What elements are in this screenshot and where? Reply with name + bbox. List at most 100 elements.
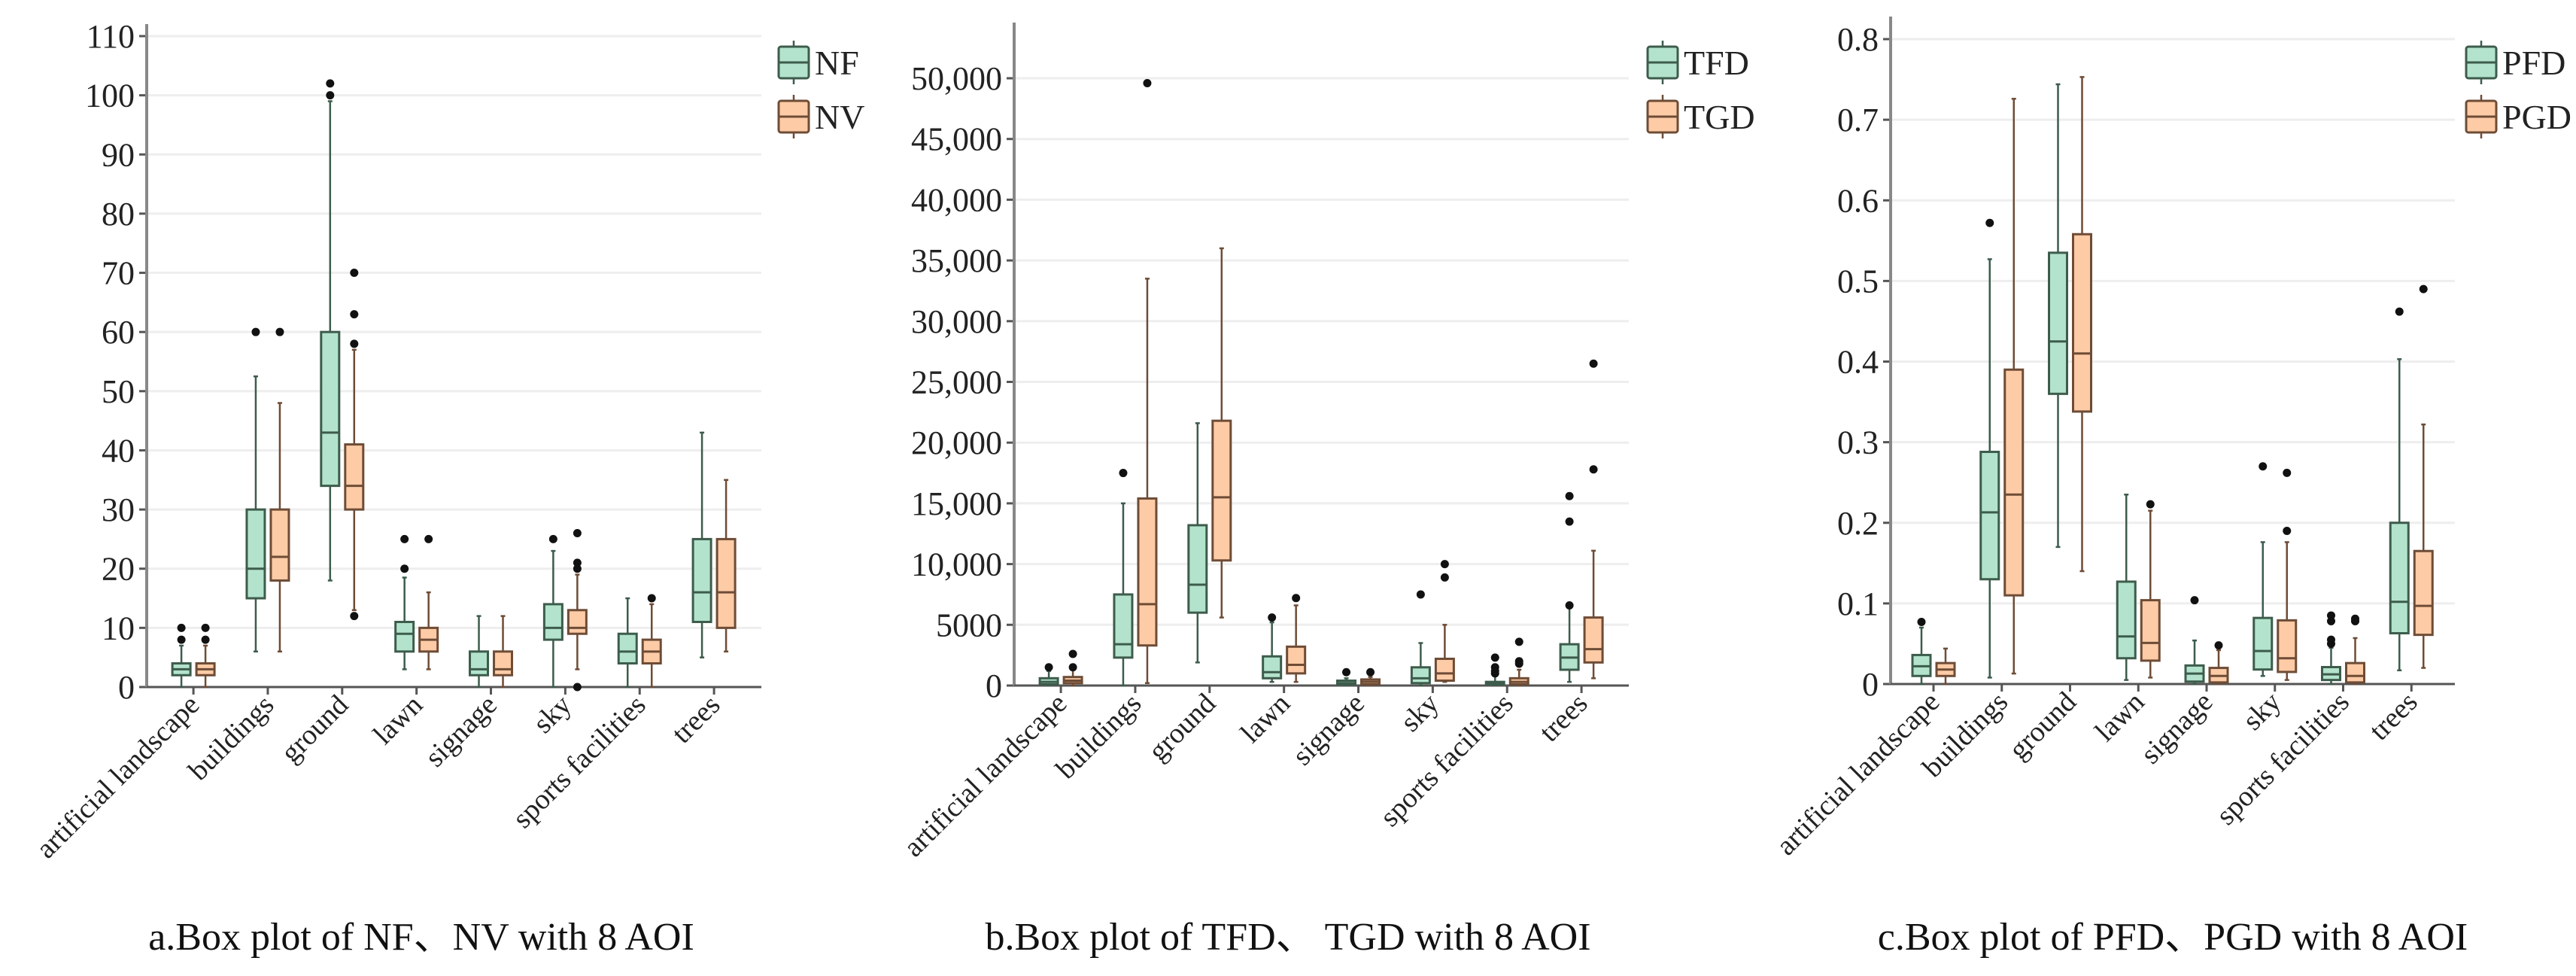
x-tick-label: lawn — [1235, 688, 1296, 749]
outlier-point — [1440, 573, 1449, 582]
outlier-point — [1985, 218, 1994, 227]
box-tgd — [1137, 78, 1158, 685]
outlier-point — [1490, 653, 1499, 662]
x-tick-label: trees — [666, 689, 726, 749]
outlier-point — [201, 623, 210, 632]
box-nv — [493, 615, 514, 689]
box-iqr — [2345, 661, 2365, 684]
box-nv — [715, 479, 737, 653]
box-nf — [617, 597, 638, 689]
outlier-point — [1440, 560, 1449, 569]
outlier-point — [548, 534, 557, 543]
x-tick-label: trees — [1533, 688, 1593, 748]
legend-label: TGD — [1684, 98, 1755, 136]
box-nf — [691, 431, 712, 658]
x-tick-label: signage — [419, 689, 503, 774]
outlier-point — [2327, 635, 2335, 644]
outlier-point — [1268, 613, 1277, 622]
outlier-point — [201, 635, 210, 644]
outlier-point — [400, 534, 409, 543]
outlier-point — [2419, 284, 2428, 293]
y-tick-label: 100 — [85, 78, 135, 114]
outlier-point — [1565, 491, 1574, 500]
box-iqr — [493, 650, 514, 677]
outlier-point — [1565, 517, 1574, 526]
box-iqr — [1113, 593, 1134, 659]
box-iqr — [1979, 450, 2000, 581]
box-pfd — [2389, 307, 2410, 672]
box-nf — [171, 623, 192, 689]
x-tick-label: trees — [2363, 686, 2423, 746]
outlier-point — [1589, 359, 1598, 368]
y-tick-label: 45,000 — [911, 121, 1002, 158]
x-tick-label: signage — [2135, 686, 2219, 771]
outlier-point — [2283, 526, 2292, 535]
box-tfd — [1038, 663, 1059, 687]
y-tick-label: 30,000 — [911, 303, 1002, 340]
x-tick-label: lawn — [367, 689, 429, 751]
box-nv — [195, 623, 216, 689]
box-tfd — [1262, 613, 1283, 683]
box-iqr — [1583, 616, 1604, 664]
y-tick-label: 60 — [102, 314, 135, 351]
y-tick-label: 40,000 — [911, 181, 1002, 218]
outlier-point — [1490, 663, 1499, 672]
legend-item-nv: NV — [777, 95, 864, 138]
outlier-point — [573, 558, 582, 567]
box-iqr — [2252, 616, 2274, 671]
outlier-point — [1292, 594, 1301, 603]
y-tick-label: 20 — [102, 551, 135, 588]
box-iqr — [1262, 655, 1283, 680]
box-iqr — [394, 621, 415, 653]
box-iqr — [1137, 497, 1158, 647]
x-tick-label: signage — [1286, 688, 1371, 772]
legend-label: NF — [815, 44, 859, 82]
y-tick-label: 35,000 — [911, 242, 1002, 279]
y-tick-label: 5000 — [936, 607, 1002, 643]
outlier-point — [1917, 618, 1926, 627]
box-tfd — [1113, 469, 1134, 687]
x-tick-label: artificial landscape — [1770, 686, 1946, 862]
box-pgd — [2003, 98, 2025, 675]
y-tick-label: 0 — [118, 669, 135, 706]
box-iqr — [2003, 368, 2025, 597]
box-pfd — [2116, 494, 2137, 681]
box-tfd — [1559, 491, 1580, 683]
outlier-point — [2283, 468, 2292, 477]
box-tfd — [1484, 653, 1505, 687]
legend-label: PGD — [2502, 98, 2571, 136]
y-tick-label: 30 — [102, 491, 135, 528]
x-tick-label: ground — [1142, 688, 1222, 768]
box-iqr — [617, 632, 638, 665]
box-iqr — [344, 443, 365, 511]
y-tick-label: 0.4 — [1837, 344, 1879, 381]
legend-item-tgd: TGD — [1646, 95, 1755, 138]
outlier-point — [1143, 78, 1152, 87]
legend-item-pgd: PGD — [2465, 95, 2571, 138]
y-tick-label: 25,000 — [911, 364, 1002, 401]
outlier-point — [350, 339, 359, 348]
x-tick-label: lawn — [2089, 686, 2151, 748]
box-iqr — [715, 537, 737, 629]
box-iqr — [1410, 666, 1431, 685]
outlier-point — [2259, 462, 2268, 471]
outlier-point — [251, 327, 260, 336]
box-iqr — [2048, 251, 2068, 395]
outlier-point — [275, 327, 284, 336]
box-iqr — [542, 603, 564, 641]
outlier-point — [1514, 637, 1523, 646]
box-tgd — [1211, 247, 1232, 619]
box-iqr — [245, 508, 266, 600]
legend-item-pfd: PFD — [2465, 41, 2565, 84]
box-iqr — [691, 537, 712, 624]
box-tfd — [1336, 667, 1357, 687]
box-nf — [469, 615, 490, 689]
outlier-point — [2214, 641, 2223, 650]
box-nv — [567, 529, 588, 692]
box-pgd — [1935, 647, 1956, 686]
outlier-point — [2190, 596, 2199, 605]
y-tick-label: 10 — [102, 610, 135, 646]
box-pgd — [2140, 500, 2161, 679]
box-pgd — [2072, 76, 2092, 573]
outlier-point — [1119, 469, 1128, 478]
